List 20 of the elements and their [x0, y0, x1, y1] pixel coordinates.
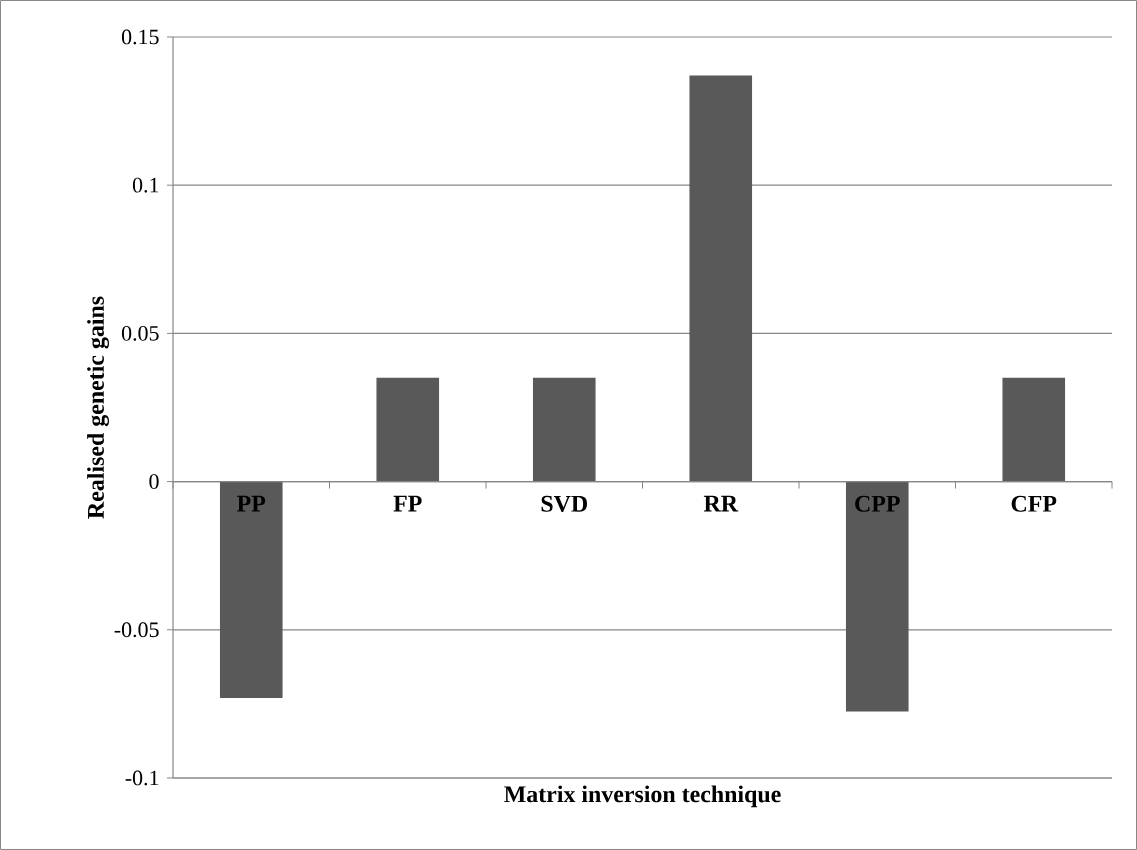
x-tick-label: PP: [237, 495, 266, 512]
y-tick-label: -0.05: [114, 622, 159, 638]
bar: [689, 75, 753, 482]
x-tick-label: CPP: [855, 495, 900, 512]
x-tick-label: FP: [393, 495, 422, 512]
x-axis-title: Matrix inversion technique: [504, 785, 781, 808]
bar: [1002, 377, 1066, 482]
x-tick-label: CFP: [1011, 495, 1057, 512]
x-tick-label: SVD: [541, 495, 587, 512]
bar: [219, 481, 283, 698]
y-tick-label: 0: [149, 474, 159, 489]
y-axis-title: Realised genetic gains: [87, 296, 109, 519]
y-tick-label: -0.1: [125, 770, 159, 786]
y-tick-label: 0.15: [121, 29, 159, 45]
bar: [376, 377, 440, 482]
x-tick-label: RR: [703, 495, 739, 512]
y-tick-label: 0.1: [132, 177, 159, 193]
y-tick-label: 0.05: [121, 325, 159, 341]
bar: [532, 377, 596, 482]
bar: [845, 481, 909, 712]
